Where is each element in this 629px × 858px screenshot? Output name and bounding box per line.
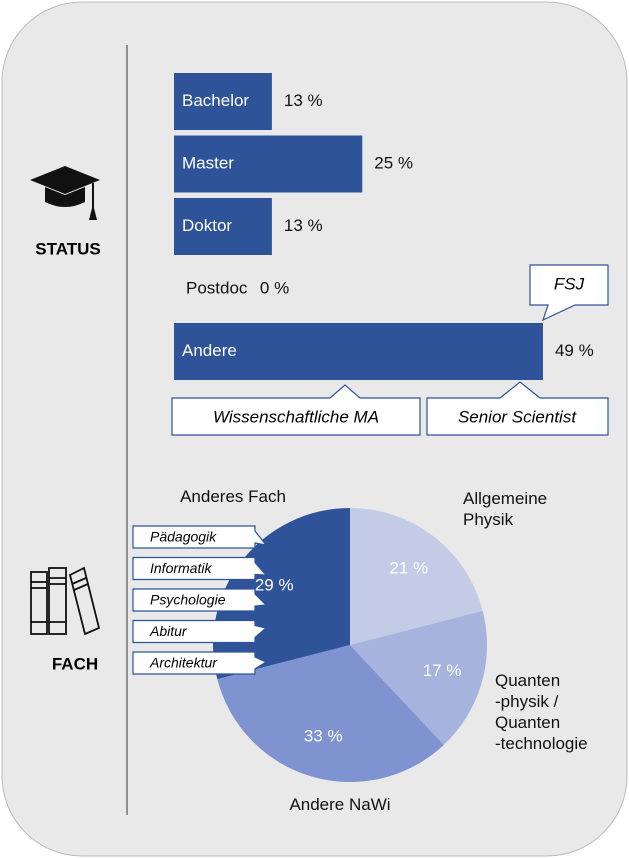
bar-label: Andere	[182, 341, 237, 360]
value-label: 13 %	[284, 91, 323, 110]
bar	[174, 323, 543, 380]
callout-text: Psychologie	[150, 592, 226, 608]
value-label: 21 %	[389, 559, 428, 578]
value-label: 33 %	[304, 727, 343, 746]
category-label: Andere NaWi	[289, 795, 391, 814]
bar	[174, 135, 363, 193]
callout	[132, 525, 268, 549]
callout	[132, 651, 268, 675]
section-label: FACH	[52, 654, 98, 673]
pie-slice	[217, 645, 444, 782]
pie-slice	[350, 508, 483, 645]
callout-text: Informatik	[150, 560, 212, 576]
callout	[132, 556, 268, 581]
value-label: 25 %	[374, 153, 413, 172]
bar	[174, 198, 272, 255]
callout-text: Pädagogik	[150, 529, 217, 545]
books-icon	[30, 566, 101, 636]
bar-label: Doktor	[182, 216, 232, 235]
callout	[426, 381, 609, 436]
value-label: 0 %	[260, 278, 289, 297]
pie-slice	[350, 610, 487, 745]
value-label: 13 %	[284, 216, 323, 235]
value-label: 17 %	[423, 661, 462, 680]
callout-text: Senior Scientist	[458, 407, 577, 426]
callout-text: FSJ	[554, 274, 585, 293]
bar-label: Bachelor	[182, 91, 249, 110]
bar	[174, 73, 272, 130]
category-label: Allgemeine Physik	[463, 489, 548, 529]
section-label: STATUS	[35, 239, 100, 258]
category-label: Anderes Fach	[180, 487, 286, 506]
callout	[171, 384, 421, 436]
callout-text: Architektur	[149, 655, 218, 671]
callout	[529, 264, 609, 322]
category-label: Quanten -physik / Quanten -technologie	[495, 671, 588, 753]
value-label: 49 %	[555, 341, 594, 360]
value-label: 29 %	[255, 576, 294, 595]
cap-icon	[30, 166, 100, 220]
callout	[132, 619, 268, 644]
callout	[132, 588, 268, 612]
bar-label: Postdoc	[186, 278, 248, 297]
callout-text: Wissenschaftliche MA	[213, 407, 379, 426]
callout-text: Abitur	[149, 623, 188, 639]
bar-label: Master	[182, 153, 234, 172]
